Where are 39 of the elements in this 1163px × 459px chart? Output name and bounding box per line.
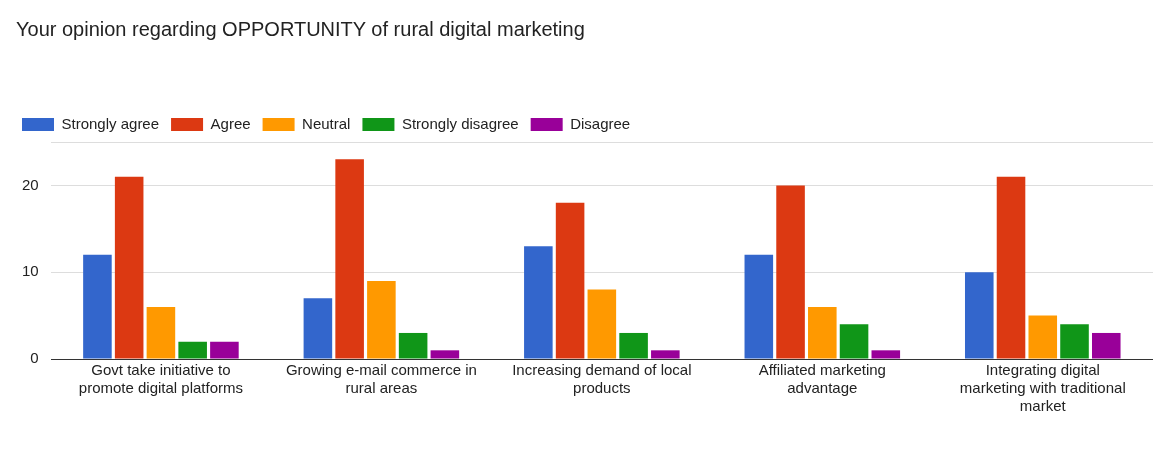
bar [335, 159, 364, 359]
bar [1091, 332, 1121, 359]
bar [178, 341, 207, 359]
legend-label: Disagree [570, 114, 631, 132]
bar [808, 306, 837, 359]
bar [1028, 315, 1058, 359]
x-tick-label: Growing e-mail commerce in rural areas [285, 361, 477, 397]
bar [398, 332, 428, 359]
bar [146, 306, 176, 359]
x-tick-label: Increasing demand of local products [512, 361, 692, 397]
legend-label: Strongly disagree [401, 114, 519, 132]
bar [871, 350, 901, 359]
bar [619, 332, 648, 359]
bar [303, 298, 333, 359]
y-tick-label: 10 [22, 262, 39, 280]
bar [114, 176, 144, 359]
bar [555, 202, 585, 359]
bar [996, 176, 1026, 359]
legend-label: Neutral [302, 114, 351, 132]
bar [839, 324, 869, 359]
bar [964, 272, 994, 359]
y-tick-label: 20 [22, 175, 39, 193]
x-tick-label: Govt take initiative to promote digital platforms [78, 361, 244, 397]
x-tick-label: Integrating digital marketing with traditional market [959, 361, 1126, 415]
bar [776, 185, 805, 359]
bar [83, 254, 112, 359]
y-tick-label: 0 [30, 349, 39, 367]
legend-label: Agree [210, 114, 251, 132]
chart-title: Your opinion regarding OPPORTUNITY of rural digital marketing [16, 18, 585, 41]
bar [524, 246, 553, 359]
x-tick-label: Affiliated marketing advantage [758, 361, 886, 397]
bar [1060, 324, 1089, 359]
bar [210, 341, 239, 359]
bar [587, 289, 617, 359]
bar [367, 280, 396, 359]
bar [430, 350, 460, 359]
legend-label: Strongly agree [61, 114, 160, 132]
bar [744, 254, 774, 359]
bar [651, 350, 680, 359]
